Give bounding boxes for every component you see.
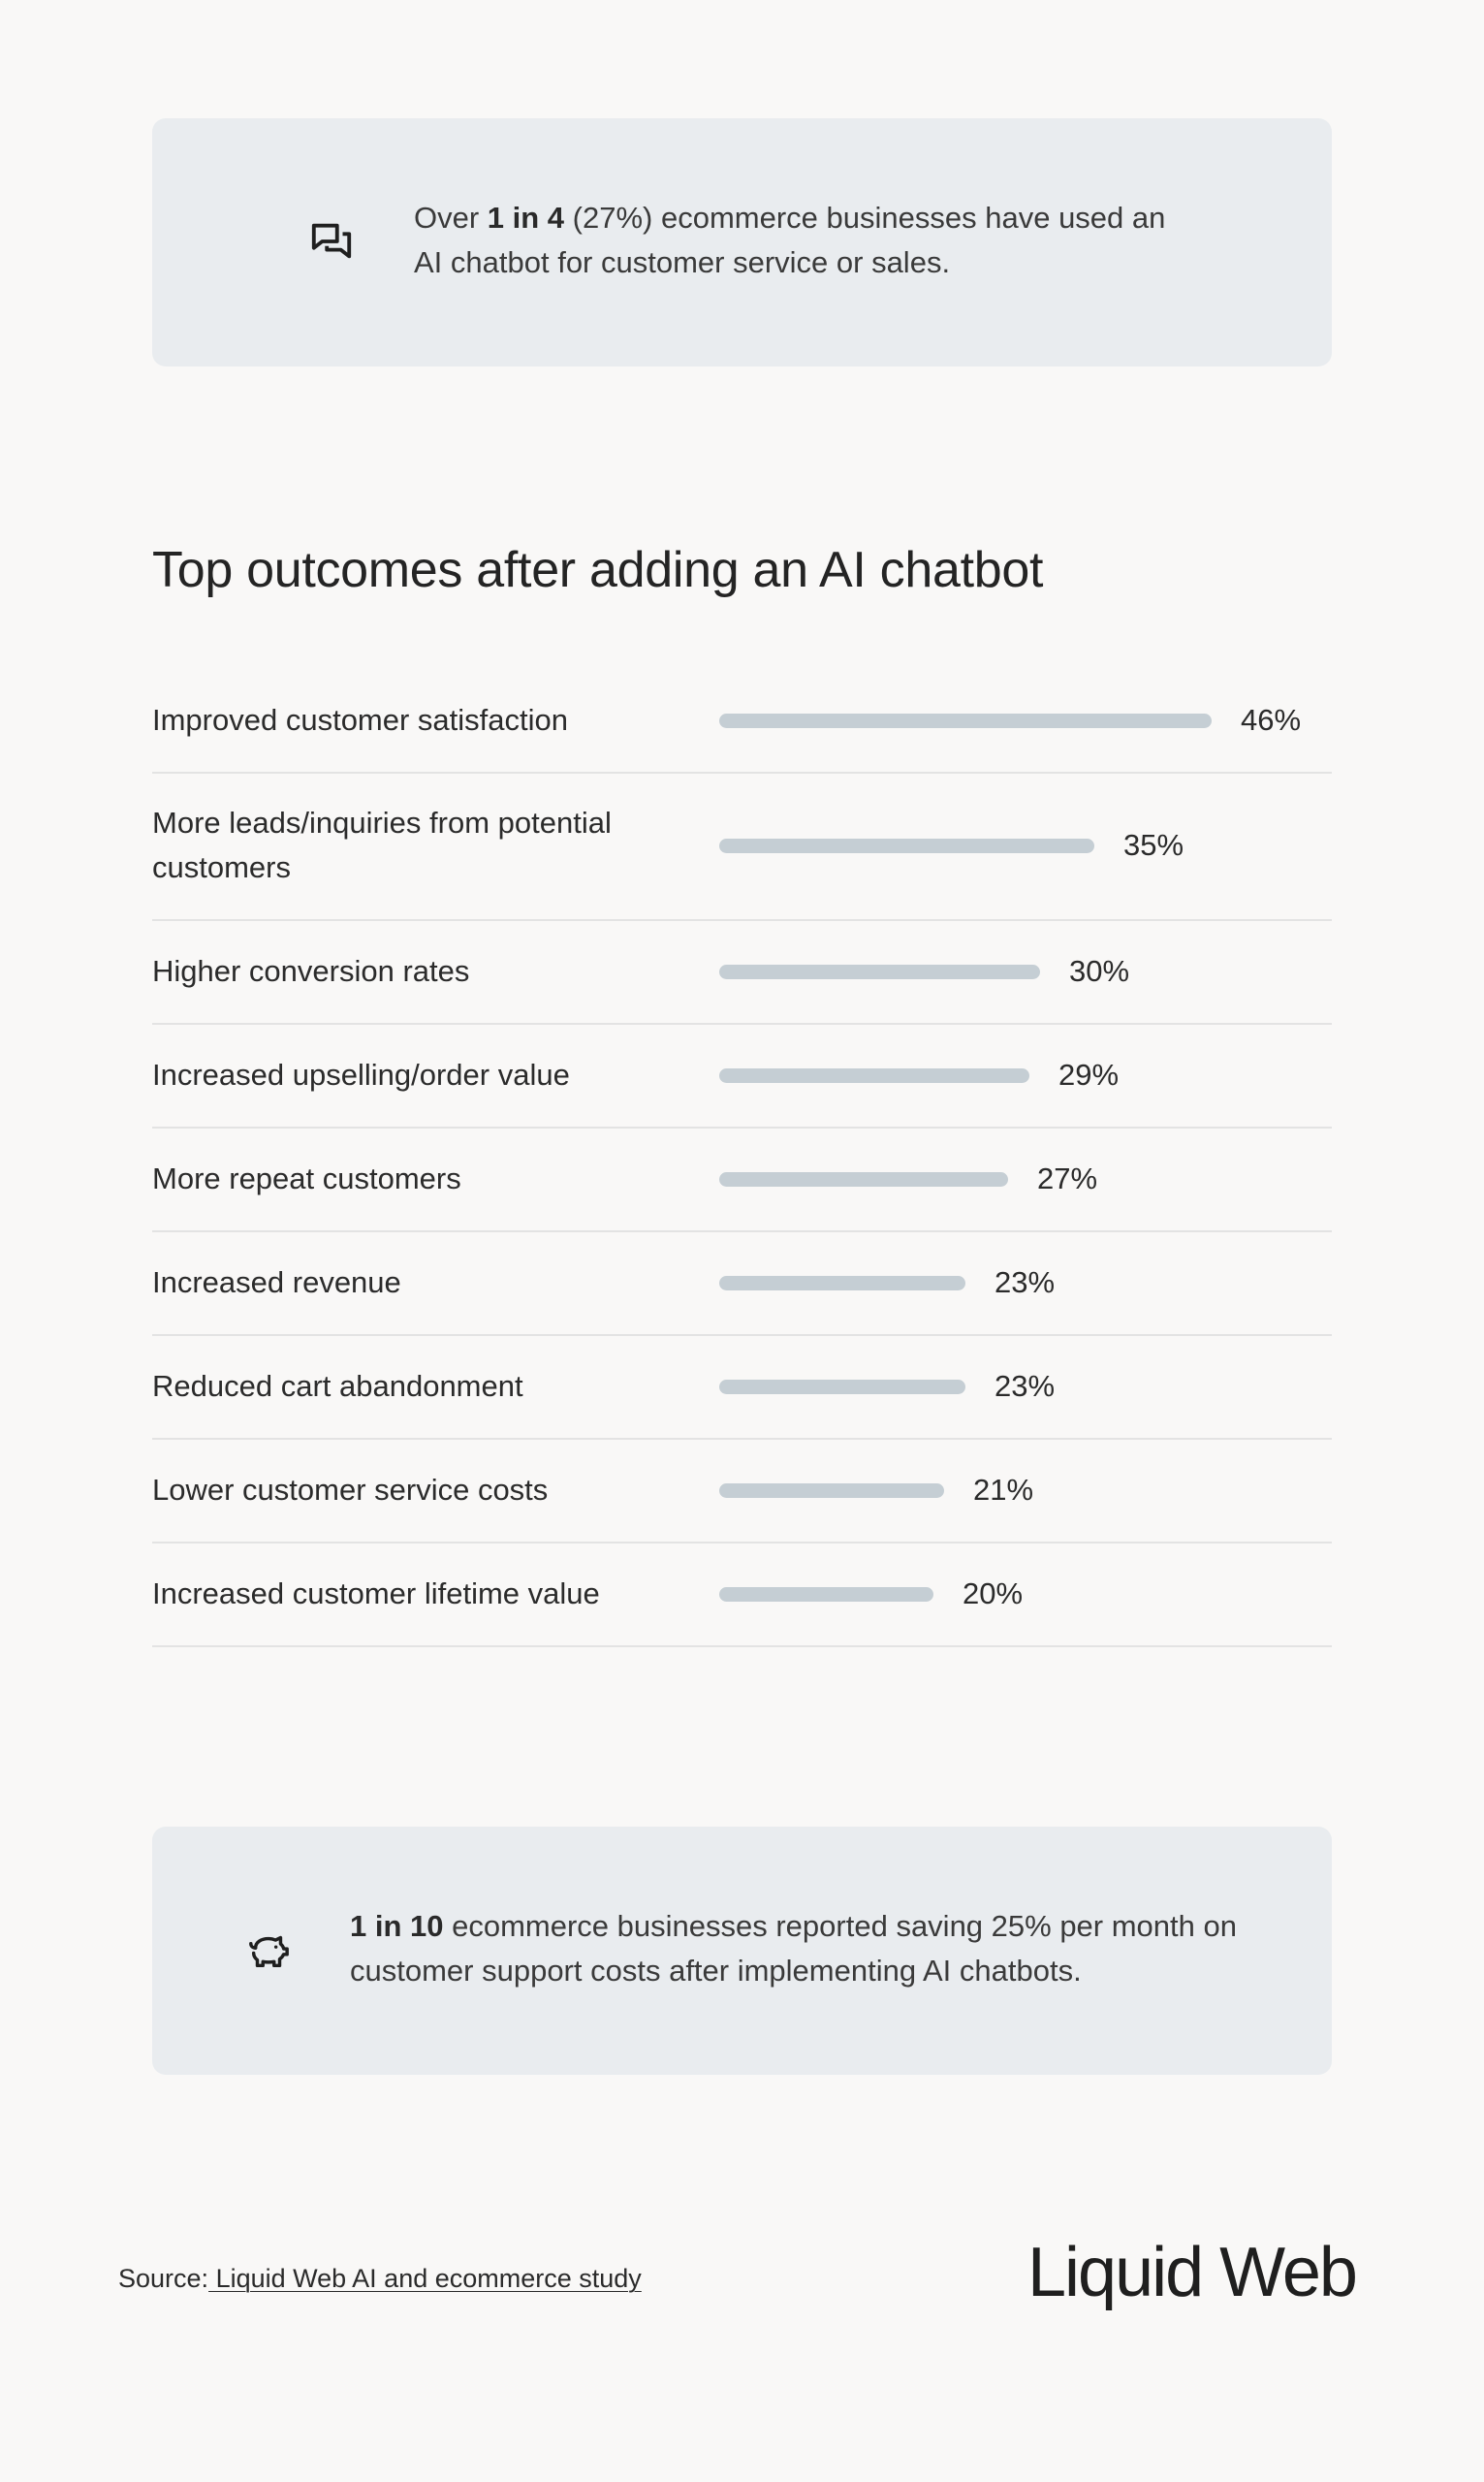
chart-row: Higher conversion rates 30% [152, 919, 1332, 1025]
brand-logo: Liquid Web [1027, 2234, 1358, 2311]
chart-row: More repeat customers 27% [152, 1127, 1332, 1232]
callout-top-prefix: Over [414, 201, 488, 235]
chat-bubbles-icon [311, 223, 352, 259]
chart-row: Increased customer lifetime value 20% [152, 1542, 1332, 1647]
chart-row: More leads/inquiries from potential cust… [152, 772, 1332, 921]
category-label: Improved customer satisfaction [152, 702, 569, 737]
bar [719, 1586, 933, 1602]
callout-bottom-text: 1 in 10 ecommerce businesses reported sa… [350, 1904, 1280, 1993]
callout-bottom-highlight: 1 in 10 [350, 1909, 444, 1943]
category-label: Lower customer service costs [152, 1472, 549, 1507]
chart-row: Increased upselling/order value 29% [152, 1023, 1332, 1129]
section-title: Top outcomes after adding an AI chatbot [152, 542, 1044, 598]
value-label: 35% [1123, 828, 1184, 862]
chart-row: Lower customer service costs 21% [152, 1438, 1332, 1543]
bar [719, 713, 1212, 728]
bar [719, 1379, 965, 1394]
value-label: 23% [995, 1368, 1056, 1403]
stat-callout-bottom: 1 in 10 ecommerce businesses reported sa… [152, 1827, 1332, 2075]
bar [719, 1275, 965, 1290]
category-label: Increased customer lifetime value [152, 1575, 600, 1610]
callout-top-suffix: (27%) ecommerce businesses have used an … [414, 201, 1166, 279]
value-label: 20% [963, 1575, 1024, 1610]
bar [719, 1067, 1029, 1083]
value-label: 21% [973, 1472, 1034, 1507]
bar [719, 964, 1040, 979]
bar [719, 839, 1094, 853]
chart-row: Increased revenue 23% [152, 1230, 1332, 1336]
category-label: Higher conversion rates [152, 953, 470, 988]
stat-callout-top: Over 1 in 4 (27%) ecommerce businesses h… [152, 118, 1332, 366]
category-label: Increased upselling/order value [152, 1057, 570, 1092]
category-label: More repeat customers [152, 1161, 461, 1195]
callout-bottom-suffix: ecommerce businesses reported saving 25%… [350, 1909, 1237, 1988]
bar [719, 1482, 944, 1498]
category-label: Increased revenue [152, 1264, 401, 1299]
chart-row: Improved customer satisfaction 46% [152, 668, 1332, 774]
category-label: More leads/inquiries from potential cust… [152, 806, 612, 884]
value-label: 46% [1241, 702, 1302, 737]
piggy-bank-icon [249, 1935, 289, 1968]
source-prefix: Source: [118, 2264, 209, 2293]
callout-top-text: Over 1 in 4 (27%) ecommerce businesses h… [414, 196, 1189, 285]
value-label: 23% [995, 1264, 1056, 1299]
source-link[interactable]: Liquid Web AI and ecommerce study [208, 2264, 642, 2293]
value-label: 30% [1069, 953, 1130, 988]
value-label: 27% [1037, 1161, 1098, 1195]
category-label: Reduced cart abandonment [152, 1368, 523, 1403]
bar [719, 1171, 1008, 1187]
chart-row: Reduced cart abandonment 23% [152, 1334, 1332, 1440]
callout-top-highlight: 1 in 4 [487, 201, 565, 235]
value-label: 29% [1058, 1057, 1120, 1092]
source-citation: Source: Liquid Web AI and ecommerce stud… [118, 2264, 642, 2294]
